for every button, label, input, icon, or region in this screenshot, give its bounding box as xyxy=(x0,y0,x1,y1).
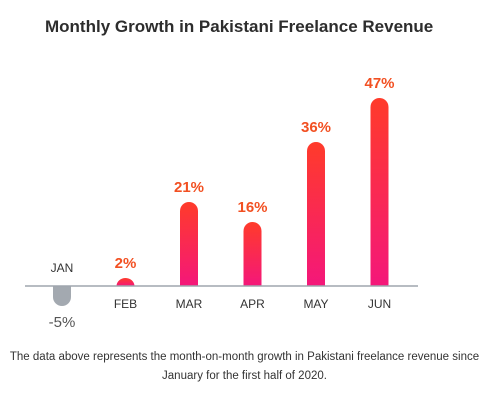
chart-title: Monthly Growth in Pakistani Freelance Re… xyxy=(45,17,434,36)
category-label-feb: FEB xyxy=(114,297,137,311)
bar-feb xyxy=(116,278,135,286)
value-label-apr: 16% xyxy=(237,199,267,216)
value-label-jun: 47% xyxy=(364,75,394,92)
labels-group: -5% JAN 2% FEB 21% MAR 16% APR 36% MAY 47% JUN xyxy=(49,75,395,331)
bar-jan xyxy=(53,286,71,306)
category-label-jun: JUN xyxy=(368,297,391,311)
value-label-jan: -5% xyxy=(49,314,76,331)
category-label-jan: JAN xyxy=(51,261,74,275)
value-label-mar: 21% xyxy=(174,179,204,196)
caption-line-2: January for the first half of 2020. xyxy=(162,370,327,382)
category-label-mar: MAR xyxy=(176,297,203,311)
caption-line-1: The data above represents the month-on-m… xyxy=(9,351,480,363)
bar-may xyxy=(307,142,325,286)
value-label-feb: 2% xyxy=(115,255,137,272)
value-label-may: 36% xyxy=(301,119,331,136)
bar-mar xyxy=(180,202,198,286)
bar-chart: -5% JAN 2% FEB 21% MAR 16% APR 36% MAY 47% JUN xyxy=(25,75,418,331)
chart-caption: The data above represents the month-on-m… xyxy=(8,348,481,386)
category-label-may: MAY xyxy=(303,297,328,311)
bar-jun xyxy=(370,98,389,286)
bars-group xyxy=(53,98,389,306)
bar-apr xyxy=(243,222,262,286)
category-label-apr: APR xyxy=(240,297,265,311)
